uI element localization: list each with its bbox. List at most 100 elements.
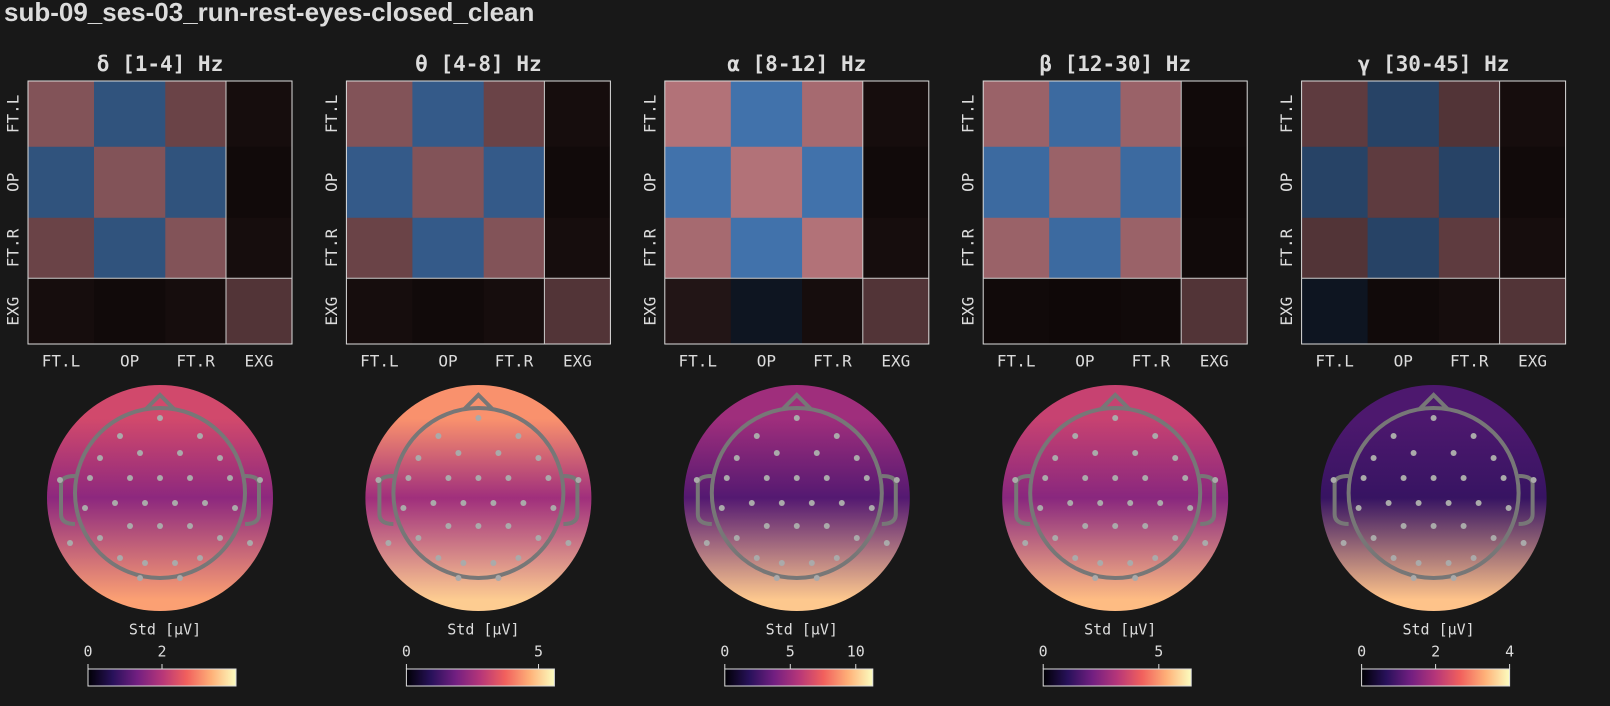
x-tick-label: FT.L [42,352,81,371]
sensor [1172,535,1179,541]
matrix-cell [544,81,611,148]
sensor [1092,575,1099,581]
colorbar-tick-label: 0 [83,643,92,661]
sensor [127,523,133,529]
matrix-cell [1438,217,1501,279]
matrix-cell [1438,278,1501,345]
colorbar-tick-label: 0 [720,643,729,661]
sensor [793,475,800,481]
matrix-cell [28,278,95,345]
sensor [1092,450,1099,456]
sensor [197,555,203,561]
sensor [748,500,755,506]
matrix-cell [862,217,930,279]
sensor [57,477,63,483]
sensor [142,500,148,506]
sensor [187,475,193,481]
colorbar-label: Std [µV] [129,621,201,639]
sensor [1410,450,1417,456]
y-tick-label: EXG [1277,297,1296,326]
x-tick-label: OP [757,352,776,371]
colorbar-tick-label: 0 [1357,643,1366,661]
panel-title: γ [30-45] Hz [1358,52,1510,76]
sensor [97,535,103,541]
panel-title: α [8-12] Hz [727,52,866,76]
sensor [227,475,233,481]
sensor [1112,523,1119,529]
sensor [833,433,840,439]
matrix-frame [664,80,930,345]
sensor [232,505,238,511]
matrix-cell [664,217,732,279]
figure-title: sub-09_ses-03_run-rest-eyes-closed_clean [4,0,534,27]
colorbar-tick-label: 5 [534,643,543,661]
matrix-cell [1301,81,1369,148]
colorbar-tick-label: 4 [1505,643,1514,661]
sensor [1172,455,1179,461]
sensor [1490,455,1497,461]
sensor [893,477,900,483]
nose [781,392,813,411]
matrix-cell [983,217,1050,279]
matrix-frame [27,80,293,345]
y-tick-label: FT.R [640,228,659,267]
matrix-cell [483,278,545,345]
sensor [217,455,223,461]
sensor [703,540,710,546]
ear [1332,474,1349,526]
colorbar [1042,668,1192,687]
colorbar-tick-label: 5 [1154,643,1163,661]
matrix-cell [483,217,545,279]
sensor [1360,475,1367,481]
sensor [1127,500,1134,506]
panel-title: β [12-30] Hz [1039,52,1191,76]
x-tick-label: OP [1075,352,1094,371]
x-tick-label: FT.L [1315,352,1354,371]
sensor [460,560,467,566]
sensor [172,560,178,566]
sensor [400,505,407,511]
sensor [1410,575,1417,581]
sensor [1450,450,1457,456]
matrix-cell [28,217,95,279]
sensor [137,575,143,581]
colorbar [87,668,237,687]
sensor [1037,505,1044,511]
x-tick-label: FT.L [679,352,718,371]
sensor [723,475,730,481]
sensor [1460,523,1467,529]
sensor [853,535,860,541]
panel: γ [30-45] Hz FT.L OP FT.R EXG FT.L OP FT.R EXG St… [1277,52,1567,687]
matrix-cell [412,81,485,148]
x-tick-label: FT.R [176,352,215,371]
panel-title: θ [4-8] Hz [415,52,541,76]
sensor [137,450,143,456]
sensor [883,540,890,546]
x-tick-label: FT.L [997,352,1036,371]
sensor [1132,450,1139,456]
ear [881,474,898,526]
matrix-cell [1181,146,1248,219]
matrix-cell [1367,278,1440,345]
matrix-cell [1049,146,1121,219]
matrix-cell [1367,146,1440,219]
matrix-cell [28,81,95,148]
matrix-cell [28,146,95,219]
sensor [1142,475,1149,481]
sensor [763,475,770,481]
matrix-cell [1049,81,1121,148]
sensor [763,523,770,529]
sensor [1415,560,1422,566]
matrix-cell [226,278,293,345]
sensor [177,575,183,581]
sensor [1152,555,1159,561]
matrix-cell [802,81,864,148]
sensor [773,450,780,456]
sensor [1157,500,1164,506]
x-tick-label: EXG [881,352,910,371]
matrix-cell [483,81,545,148]
nose [1099,392,1131,411]
sensor [1182,475,1189,481]
x-tick-label: FT.R [495,352,534,371]
y-tick-label: FT.L [1277,95,1296,134]
